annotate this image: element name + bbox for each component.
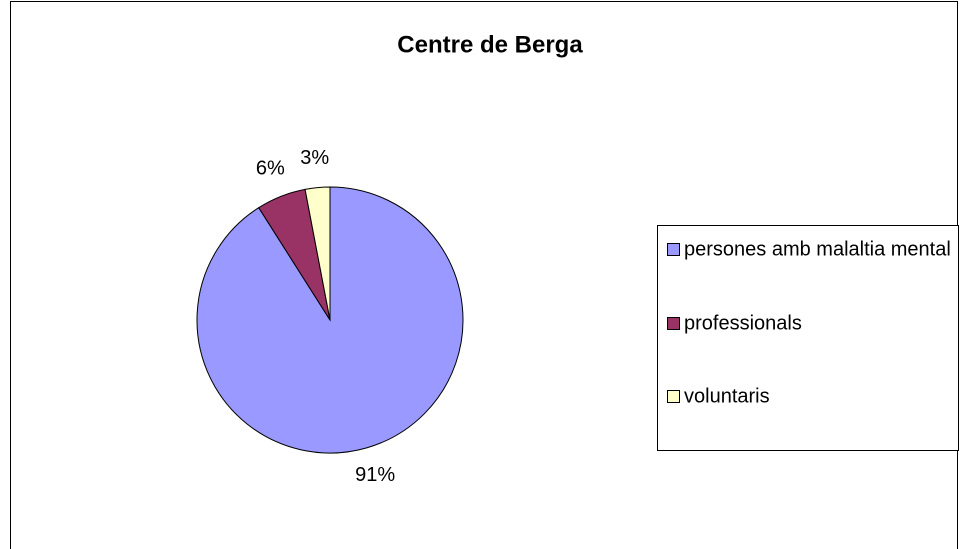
legend-label: professionals [684,312,802,334]
legend-label: voluntaris [684,385,770,407]
legend-swatch [667,390,680,403]
data-label: 6% [256,158,285,180]
pie-slice [304,186,331,321]
legend-swatch [667,243,680,256]
legend-box [657,225,959,451]
legend-swatch [667,317,680,330]
legend-label: persones amb malaltia mental [684,238,951,260]
data-label: 91% [355,464,395,486]
data-label: 3% [300,147,329,169]
chart-title: Centre de Berga [397,31,583,58]
